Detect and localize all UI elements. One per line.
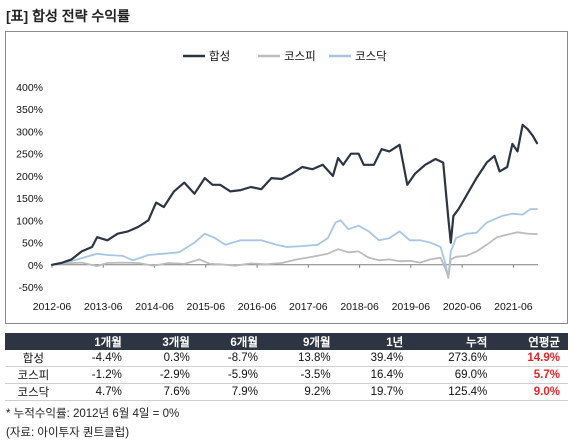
- y-tick-label: 300%: [16, 126, 43, 138]
- y-tick-label: 200%: [16, 171, 43, 183]
- legend: 합성 코스피 코스닥: [183, 50, 387, 63]
- cell-6m: -8.7%: [197, 350, 266, 367]
- footnote-source: (자료: 아이투자 퀀트클럽): [6, 427, 130, 439]
- cell-annualized: 5.7%: [495, 366, 568, 384]
- header-3m: 3개월: [129, 333, 198, 350]
- table-row: 합성 -4.4% 0.3% -8.7% 13.8% 39.4% 273.6% 1…: [5, 350, 568, 367]
- table-header-row: 1개월 3개월 6개월 9개월 1년 누적 연평균: [5, 333, 568, 350]
- x-tick-label: 2021-06: [494, 301, 533, 313]
- legend-label: 코스닥: [355, 50, 387, 63]
- header-6m: 6개월: [197, 333, 266, 350]
- cell-3m: -2.9%: [129, 366, 198, 384]
- cell-9m: -3.5%: [265, 366, 339, 384]
- x-tick-label: 2015-06: [187, 301, 226, 313]
- y-tick-label: 400%: [16, 82, 43, 94]
- chart-frame: [5, 31, 568, 324]
- header-annualized: 연평균: [495, 333, 568, 350]
- row-name: 코스피: [5, 366, 62, 384]
- y-tick-label: 100%: [16, 215, 43, 227]
- cell-cumulative: 125.4%: [411, 383, 496, 401]
- y-tick-label: -50%: [18, 282, 43, 294]
- x-tick-label: 2012-06: [33, 301, 72, 313]
- cell-1m: 4.7%: [61, 383, 130, 401]
- cell-cumulative: 273.6%: [411, 350, 496, 367]
- y-tick-label: 150%: [16, 193, 43, 205]
- cell-1m: -1.2%: [61, 366, 130, 384]
- x-tick-label: 2017-06: [289, 301, 328, 313]
- x-tick-label: 2019-06: [392, 301, 431, 313]
- line-chart: 400% 350% 300% 250% 200% 150% 100% 50% 0% -50% 201…: [16, 50, 539, 313]
- row-name: 합성: [5, 350, 62, 367]
- x-tick-label: 2014-06: [135, 301, 174, 313]
- cell-1y: 16.4%: [338, 366, 412, 384]
- cell-1y: 39.4%: [338, 350, 412, 367]
- legend-label: 합성: [209, 50, 230, 63]
- series-line-코스피: [51, 231, 538, 279]
- cell-9m: 9.2%: [265, 383, 339, 401]
- series-lines: [50, 123, 539, 280]
- x-tick-label: 2020-06: [443, 301, 482, 313]
- cell-1y: 19.7%: [338, 383, 412, 401]
- axes: 400% 350% 300% 250% 200% 150% 100% 50% 0% -50% 201…: [16, 82, 538, 313]
- cell-6m: -5.9%: [197, 366, 266, 384]
- header-cumulative: 누적: [411, 333, 496, 350]
- cell-3m: 0.3%: [129, 350, 198, 367]
- cell-6m: 7.9%: [197, 383, 266, 401]
- series-line-합성: [50, 123, 539, 266]
- row-name: 코스닥: [5, 383, 62, 401]
- header-9m: 9개월: [265, 333, 339, 350]
- cell-3m: 7.6%: [129, 383, 198, 401]
- cell-cumulative: 69.0%: [411, 366, 496, 384]
- y-tick-label: 250%: [16, 149, 43, 161]
- footnote-cumulative: * 누적수익률: 2012년 6월 4일 = 0%: [6, 408, 180, 420]
- cell-9m: 13.8%: [265, 350, 339, 367]
- header-1m: 1개월: [61, 333, 130, 350]
- y-tick-label: 50%: [22, 238, 43, 250]
- y-tick-label: 350%: [16, 104, 43, 116]
- table-row: 코스닥 4.7% 7.6% 7.9% 9.2% 19.7% 125.4% 9.0…: [5, 383, 568, 401]
- x-tick-label: 2013-06: [84, 301, 123, 313]
- x-tick-label: 2018-06: [340, 301, 379, 313]
- header-1y: 1년: [338, 333, 412, 350]
- cell-annualized: 14.9%: [495, 350, 568, 367]
- chart-title: [표] 합성 전략 수익률: [6, 8, 131, 24]
- cell-1m: -4.4%: [61, 350, 130, 367]
- table-row: 코스피 -1.2% -2.9% -5.9% -3.5% 16.4% 69.0% …: [5, 366, 568, 384]
- table-header-blank: [5, 333, 62, 350]
- performance-table: 1개월 3개월 6개월 9개월 1년 누적 연평균 합성 -4.4% 0.3% …: [5, 333, 568, 401]
- y-tick-label: 0%: [28, 260, 43, 272]
- x-tick-label: 2016-06: [238, 301, 277, 313]
- legend-label: 코스피: [284, 50, 316, 63]
- series-line-코스닥: [51, 208, 538, 280]
- cell-annualized: 9.0%: [495, 383, 568, 401]
